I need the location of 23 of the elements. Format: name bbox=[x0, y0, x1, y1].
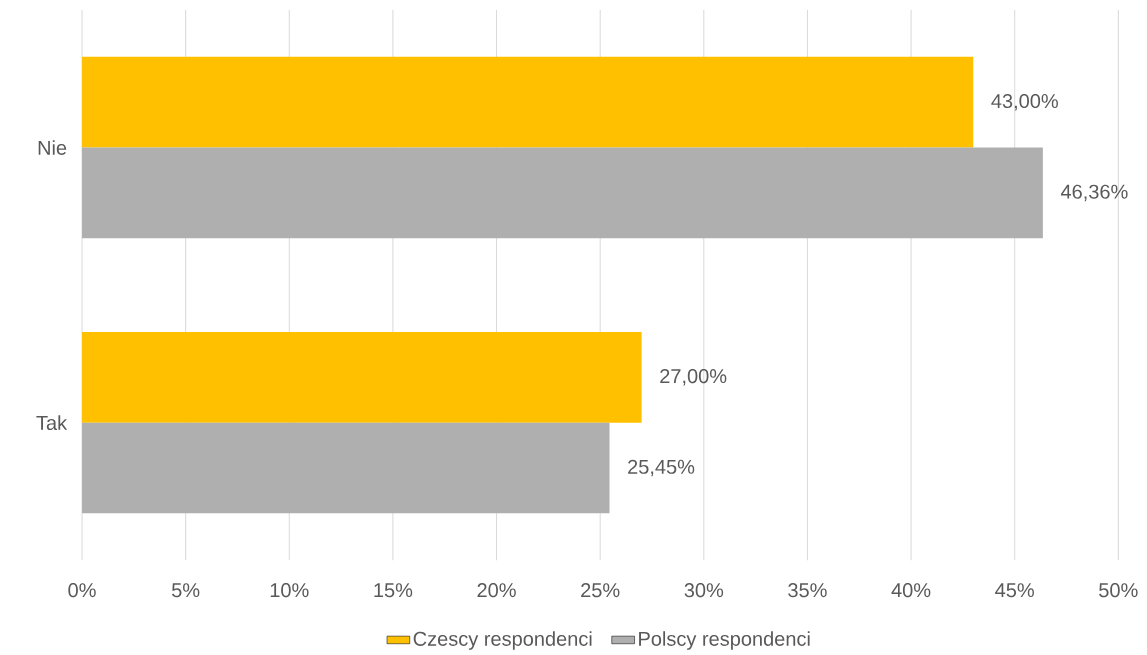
x-tick-label: 35% bbox=[788, 583, 827, 598]
data-label: 46,36% bbox=[1060, 184, 1128, 202]
bar bbox=[82, 332, 642, 423]
y-tick-label: Tak bbox=[36, 415, 68, 431]
bar bbox=[82, 56, 974, 148]
bar bbox=[82, 147, 1043, 239]
x-tick-label: 50% bbox=[1099, 583, 1138, 598]
x-tick-label: 45% bbox=[995, 583, 1034, 598]
x-tick-label: 0% bbox=[68, 583, 96, 598]
data-label: 43,00% bbox=[991, 94, 1058, 111]
x-tick-label: 40% bbox=[891, 583, 931, 598]
x-tick-label: 10% bbox=[270, 583, 309, 598]
y-tick-label: Nie bbox=[38, 140, 67, 155]
x-tick-label: 25% bbox=[581, 583, 620, 598]
data-label: 25,45% bbox=[628, 459, 695, 477]
bar bbox=[82, 422, 610, 514]
data-label: 27,00% bbox=[660, 369, 727, 386]
legend-label: Czescy respondenci bbox=[413, 631, 592, 650]
x-tick-label: 5% bbox=[171, 583, 200, 598]
legend-label: Polscy respondenci bbox=[639, 631, 810, 650]
x-tick-label: 20% bbox=[477, 583, 516, 598]
x-tick-label: 30% bbox=[684, 583, 724, 598]
x-tick-label: 15% bbox=[374, 583, 413, 598]
